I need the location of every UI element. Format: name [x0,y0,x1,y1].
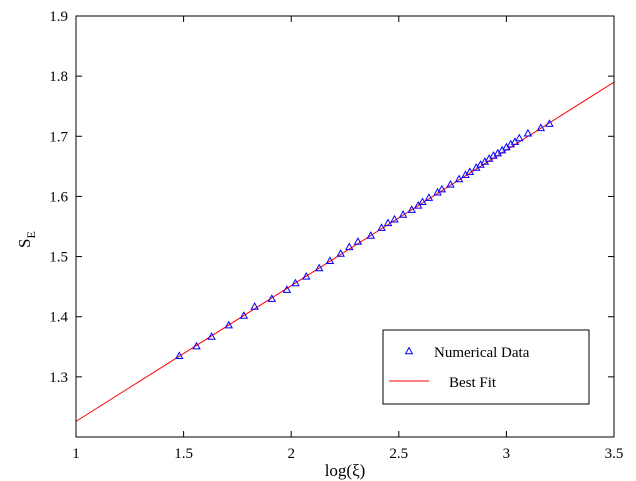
data-point [398,210,408,218]
x-tick-label: 2 [287,446,295,462]
x-axis-label: log(ξ) [325,461,366,480]
best-fit-line [75,81,615,422]
data-point [175,351,184,360]
legend: Numerical Data Best Fit [382,329,590,405]
data-point [366,231,376,239]
legend-label-numerical-data: Numerical Data [434,345,530,361]
x-tick-label: 3.5 [605,446,624,462]
legend-box [382,329,590,405]
legend-label-best-fit: Best Fit [449,375,497,391]
data-point [418,197,427,206]
data-point [446,179,455,188]
y-tick-label: 1.9 [49,9,68,25]
data-point [250,302,259,310]
y-tick-label: 1.6 [49,189,68,205]
x-tick-label: 3 [503,446,511,462]
x-tick-label: 2.5 [389,446,408,462]
data-point [325,256,335,265]
data-point [424,193,434,201]
data-point [353,237,363,245]
axes-frame [75,15,615,438]
data-point [413,201,423,209]
y-axis-label-subscript: E [24,231,38,238]
data-point [239,311,249,319]
y-tick-label: 1.7 [49,129,68,145]
data-point [510,137,520,145]
data-point [545,119,554,127]
data-point [336,249,345,257]
y-axis-label: SE [15,231,38,248]
data-point [437,184,447,193]
y-tick-label: 1.3 [49,370,68,386]
data-point [383,218,393,227]
data-point [224,320,234,329]
data-point [536,123,546,132]
data-point [302,271,311,280]
y-tick-label: 1.5 [49,250,68,266]
data-point [192,341,201,350]
data-point [407,205,416,213]
y-axis-label-main: S [15,239,34,248]
data-point [454,174,464,183]
data-point [390,214,399,223]
x-tick-label: 1.5 [174,446,193,462]
plot-area [75,81,615,422]
data-point [523,128,533,137]
y-tick-label: 1.4 [49,310,68,326]
data-point [267,294,277,302]
data-point [515,133,524,142]
data-point [207,332,216,340]
y-tick-label: 1.8 [49,69,68,85]
x-tick-label: 1 [72,446,80,462]
data-point [377,223,386,231]
data-point [291,278,300,287]
legend-marker-numerical-data [404,346,414,355]
data-point [345,242,354,251]
data-point [314,263,324,272]
axes: 1 1.5 2 2.5 3 3.5 1.3 1.4 1.5 1.6 1.7 1.8 1.9 [49,9,623,462]
data-point [282,285,292,293]
data-point [465,167,475,175]
